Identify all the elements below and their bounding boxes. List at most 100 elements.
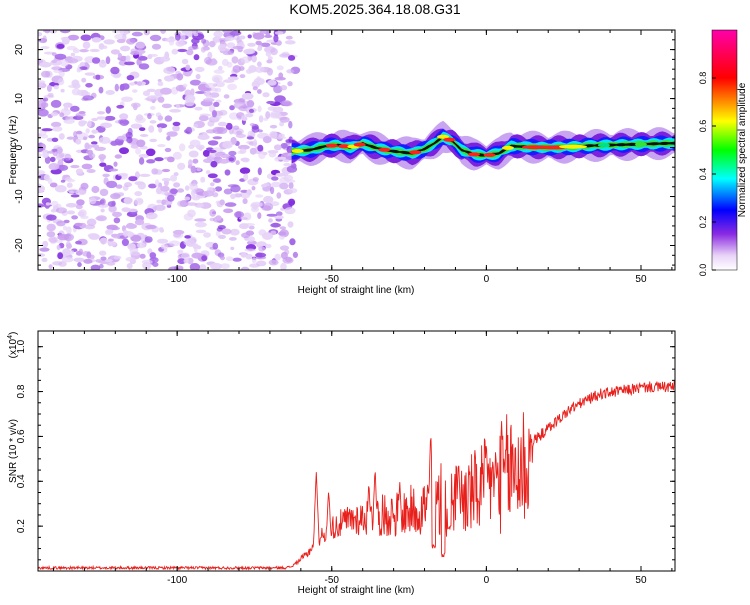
noise-speckle: [240, 189, 249, 193]
noise-speckle: [49, 182, 58, 188]
noise-speckle: [223, 94, 230, 99]
noise-speckle: [195, 144, 205, 150]
noise-speckle: [55, 203, 62, 209]
noise-speckle: [90, 264, 101, 270]
noise-speckle: [257, 46, 262, 52]
noise-speckle: [79, 49, 88, 53]
y-tick-label: 0.2: [16, 519, 27, 533]
noise-speckle: [161, 168, 171, 173]
noise-speckle: [70, 164, 80, 169]
noise-speckle: [202, 149, 210, 157]
signal-peak: [468, 152, 480, 157]
noise-speckle: [87, 144, 93, 149]
noise-speckle: [280, 85, 288, 91]
noise-speckle: [116, 104, 125, 109]
noise-speckle: [184, 235, 191, 239]
noise-speckle: [58, 133, 65, 140]
noise-speckle: [102, 45, 108, 49]
noise-speckle: [40, 46, 50, 50]
noise-speckle: [145, 148, 156, 157]
noise-speckle: [91, 185, 100, 194]
noise-speckle: [44, 156, 51, 164]
signal-peak: [409, 150, 422, 155]
noise-speckle: [114, 154, 123, 159]
noise-speckle: [157, 144, 166, 148]
signal-peak: [291, 149, 304, 153]
x-tick-label: -50: [325, 575, 340, 586]
noise-speckle: [166, 156, 175, 163]
noise-speckle: [38, 153, 43, 157]
noise-speckle: [192, 243, 199, 250]
noise-speckle: [80, 215, 89, 220]
noise-speckle: [211, 110, 217, 118]
noise-speckle: [253, 77, 265, 86]
noise-speckle: [87, 120, 92, 128]
noise-speckle: [262, 151, 268, 156]
noise-speckle: [276, 192, 282, 199]
noise-speckle: [135, 41, 146, 49]
noise-speckle: [43, 51, 55, 55]
noise-speckle: [139, 173, 151, 177]
noise-speckle: [159, 227, 164, 231]
noise-speckle: [236, 130, 242, 136]
noise-speckle: [164, 75, 174, 82]
noise-speckle: [285, 256, 292, 263]
noise-speckle: [81, 77, 87, 83]
noise-speckle: [66, 226, 72, 235]
noise-speckle: [138, 157, 145, 165]
x-tick-label: -100: [167, 575, 187, 586]
noise-speckle: [71, 215, 78, 220]
noise-speckle: [98, 43, 105, 50]
noise-speckle: [249, 123, 256, 127]
noise-speckle: [60, 88, 65, 93]
noise-speckle: [268, 218, 273, 223]
noise-speckle: [52, 261, 63, 266]
noise-speckle: [252, 32, 265, 40]
noise-speckle: [98, 60, 107, 68]
noise-speckle: [161, 177, 171, 182]
noise-speckle: [184, 185, 190, 191]
noise-speckle: [44, 30, 51, 34]
x-tick-label: 50: [635, 575, 647, 586]
noise-speckle: [113, 74, 121, 79]
noise-speckle: [109, 241, 117, 247]
noise-speckle: [87, 149, 94, 157]
noise-speckle: [195, 73, 201, 80]
noise-speckle: [79, 66, 88, 70]
noise-speckle: [125, 256, 136, 262]
noise-speckle: [62, 248, 71, 256]
noise-speckle: [167, 194, 175, 202]
noise-speckle: [288, 120, 293, 129]
colorbar-gradient: [711, 29, 738, 271]
noise-speckle: [205, 170, 211, 175]
noise-speckle: [129, 251, 141, 256]
noise-speckle: [113, 217, 121, 224]
noise-speckle: [218, 158, 230, 164]
noise-speckle: [117, 53, 122, 58]
noise-speckle: [280, 262, 287, 270]
noise-speckle: [228, 150, 237, 156]
noise-speckle: [91, 144, 100, 148]
noise-speckle: [100, 256, 107, 261]
noise-speckle: [273, 34, 279, 43]
noise-speckle: [168, 39, 175, 46]
noise-speckle: [239, 148, 247, 154]
noise-speckle: [255, 252, 267, 258]
noise-speckle: [189, 183, 198, 191]
y-tick-label: 0.6: [16, 429, 27, 443]
noise-speckle: [67, 34, 80, 41]
colorbar-tick-label: 0.6: [698, 120, 708, 133]
noise-speckle: [251, 201, 263, 208]
noise-speckle: [136, 81, 143, 86]
noise-speckle: [86, 218, 97, 227]
signal-band-green: [291, 133, 675, 159]
noise-speckle: [108, 168, 119, 172]
noise-speckle: [126, 75, 135, 81]
noise-speckle: [124, 182, 132, 188]
noise-speckle: [118, 119, 124, 125]
noise-speckle: [266, 100, 275, 105]
noise-speckle: [215, 152, 222, 158]
noise-speckle: [287, 179, 296, 183]
noise-speckle: [278, 234, 285, 240]
noise-speckle: [87, 233, 99, 239]
